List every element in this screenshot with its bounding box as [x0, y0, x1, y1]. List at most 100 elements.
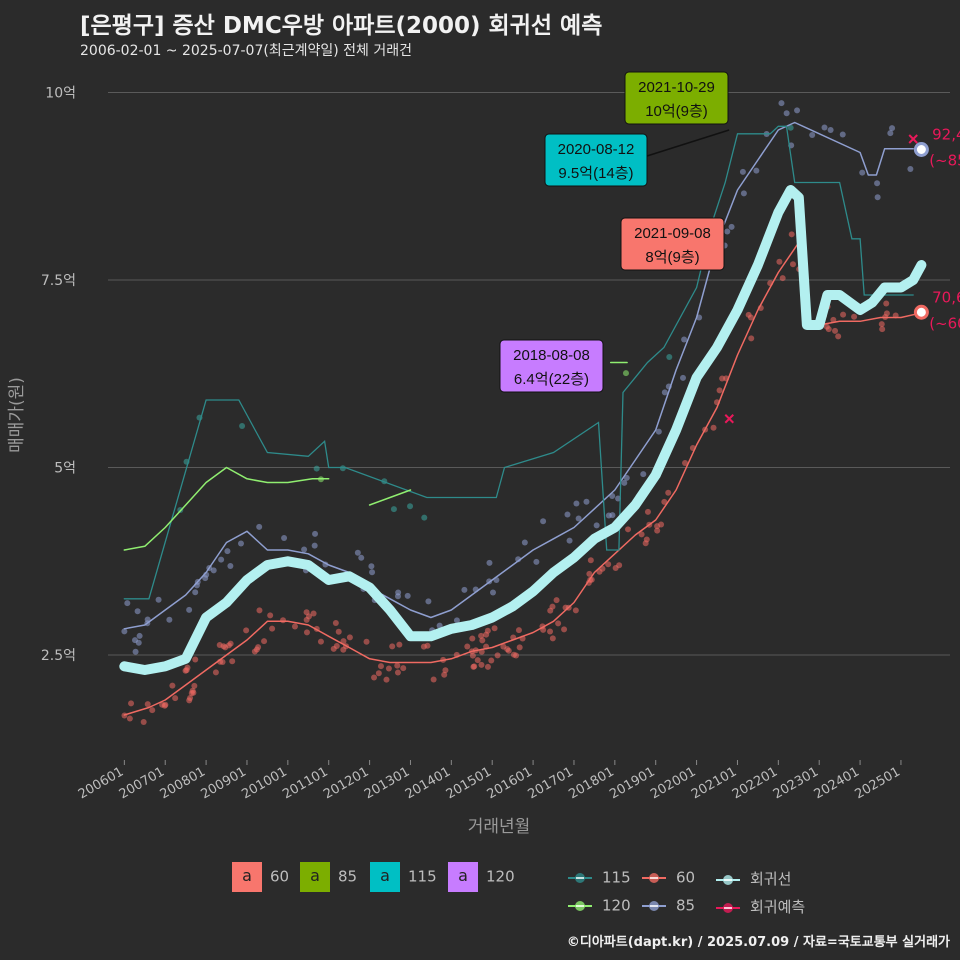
scatter-point [191, 682, 198, 689]
annotation-date: 2020-08-12 [558, 141, 635, 158]
scatter-point [340, 646, 347, 653]
scatter-point [491, 625, 498, 632]
prediction-area: (~85㎡) [929, 152, 960, 170]
scatter-point [394, 662, 401, 669]
scatter-point [256, 607, 263, 614]
x-tick-label: 202501 [852, 764, 902, 802]
scatter-point [682, 460, 689, 467]
scatter-point [219, 659, 226, 666]
scatter-point [719, 375, 726, 382]
scatter-point [442, 667, 449, 674]
scatter-point [312, 530, 319, 537]
scatter-point [572, 607, 579, 614]
scatter-point [540, 518, 547, 525]
scatter-point [453, 617, 460, 624]
scatter-point [665, 489, 672, 496]
scatter-point [420, 643, 427, 650]
scatter-point [883, 300, 890, 307]
scatter-point [661, 389, 668, 396]
y-tick-label: 7.5억 [41, 273, 76, 289]
legend-key [714, 870, 742, 890]
annotation-price: 8억(9층) [645, 249, 699, 266]
scatter-point [400, 665, 407, 672]
scatter-point [310, 610, 317, 617]
legend-swatch: a [300, 862, 330, 892]
legend-label: 회귀선 [750, 870, 792, 888]
scatter-point [779, 275, 786, 282]
scatter-point [835, 333, 842, 340]
series-line-s120 [123, 361, 628, 551]
x-tick-label: 201301 [362, 764, 412, 802]
scatter-point [840, 311, 847, 318]
legend-label: 120 [602, 896, 631, 915]
scatter-point [794, 107, 801, 114]
scatter-point [605, 512, 612, 519]
scatter-point [566, 537, 573, 544]
scatter-point [621, 479, 628, 486]
scatter-point [586, 570, 593, 577]
scatter-point [625, 526, 632, 533]
scatter-point [161, 702, 168, 709]
scatter-point [680, 374, 687, 381]
scatter-point [389, 643, 396, 650]
scatter-point [622, 370, 629, 377]
x-axis-title: 거래년월 [468, 817, 531, 837]
scatter-point [227, 562, 234, 569]
scatter-point [126, 715, 133, 722]
scatter-point [575, 515, 582, 522]
scatter-point [155, 596, 162, 603]
legend-label: 85 [338, 867, 358, 886]
scatter-point [281, 535, 288, 542]
scatter-point [716, 387, 723, 394]
legend-series-s115: 115 [566, 868, 631, 888]
scatter-point [587, 557, 594, 564]
scatter-point [809, 132, 816, 139]
legend-swatch: a [370, 862, 400, 892]
x-tick-label: 201101 [280, 764, 330, 802]
scatter-point [303, 616, 310, 623]
legend-label: 60 [270, 867, 290, 886]
legend-key [566, 896, 594, 916]
scatter-point [573, 500, 580, 507]
x-tick-label: 201701 [525, 764, 575, 802]
scatter-point [172, 695, 179, 702]
scatter-point [787, 124, 794, 131]
scatter-point [859, 169, 866, 176]
scatter-point [739, 168, 746, 175]
annotation-box [544, 133, 648, 187]
scatter-point [369, 569, 376, 576]
scatter-point [218, 556, 225, 563]
legend-series-s85: 85 [640, 896, 695, 916]
series-line-s60 [123, 241, 919, 716]
scatter-point [783, 110, 790, 117]
annotation-box [620, 217, 725, 271]
series-line-reg [119, 185, 927, 675]
legend-key [566, 868, 594, 888]
scatter-point [469, 652, 476, 659]
scatter-point [788, 231, 795, 238]
scatter-point [821, 124, 828, 131]
scatter-point [825, 326, 832, 333]
scatter-point [510, 651, 517, 658]
scatter-point [564, 511, 571, 518]
scatter-point [346, 634, 353, 641]
scatter-point [390, 506, 397, 513]
scatter-point [521, 539, 528, 546]
scatter-point [623, 474, 630, 481]
scatter-point [425, 598, 432, 605]
legend-label: 85 [676, 896, 696, 915]
scatter-point [484, 627, 491, 634]
x-tick-label: 200901 [198, 764, 248, 802]
legend-key [714, 898, 742, 918]
scatter-point [638, 531, 645, 538]
scatter-point [186, 606, 193, 613]
legend-area-60: a 60 [232, 862, 289, 892]
legend-area-85: a 85 [300, 862, 357, 892]
scatter-point [140, 719, 147, 726]
scatter-point [394, 669, 401, 676]
scatter-point [887, 130, 894, 137]
scatter-point [261, 638, 268, 645]
scatter-point [753, 167, 760, 174]
scatter-point [830, 316, 837, 323]
scatter-point [547, 628, 554, 635]
